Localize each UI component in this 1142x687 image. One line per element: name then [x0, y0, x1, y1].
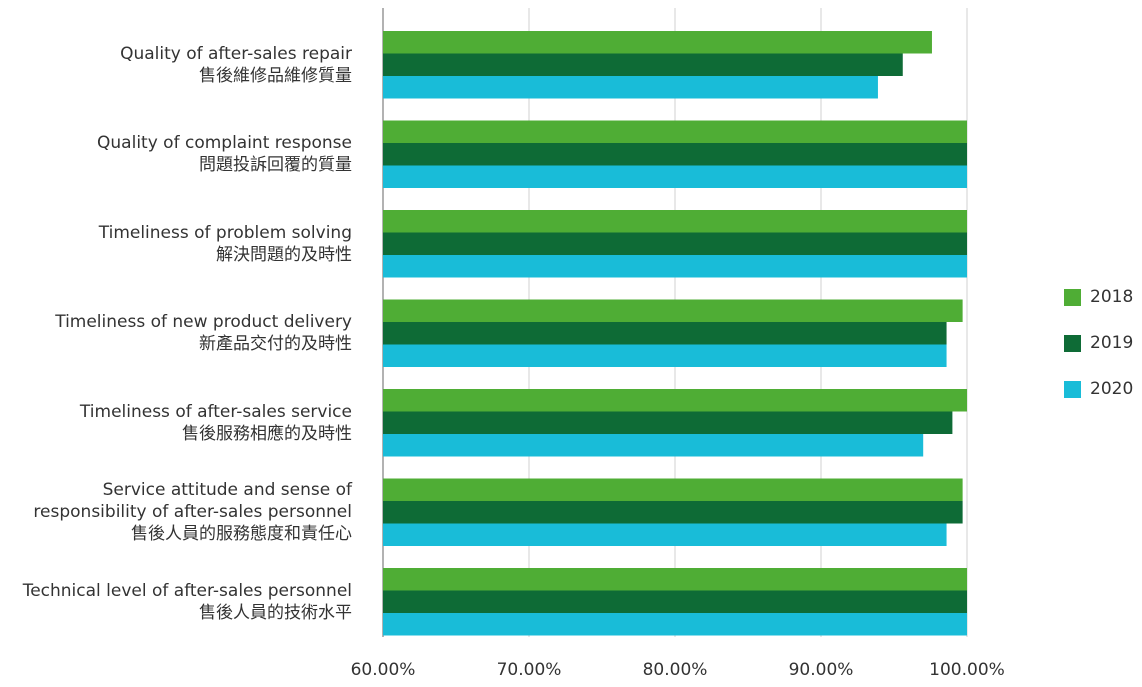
category-label-line: 售後人員的服務態度和責任心	[131, 524, 352, 545]
bar-2018	[383, 389, 967, 412]
category-label-line: 售後維修品維修質量	[199, 65, 352, 86]
legend-label: 2020	[1090, 379, 1134, 399]
bar-2018	[383, 568, 967, 591]
category-label: Service attitude and sense of responsibil…	[0, 479, 352, 545]
legend: 2018 2019 2020	[1064, 285, 1133, 423]
bar-2019	[383, 501, 963, 524]
legend-label: 2019	[1090, 333, 1134, 353]
bar-2018	[383, 478, 963, 501]
bar-2019	[383, 53, 903, 76]
bar-2020	[383, 344, 947, 367]
category-label-line: responsibility of after-sales personnel	[33, 502, 352, 523]
category-label: Timeliness of problem solving 解決問題的及時性	[0, 222, 352, 266]
bar-2020	[383, 613, 967, 636]
bar-2019	[383, 143, 967, 166]
bar-2019	[383, 322, 947, 345]
bar-2018	[383, 31, 932, 54]
category-label-line: 問題投訴回覆的質量	[199, 155, 352, 176]
category-label-line: 新產品交付的及時性	[199, 334, 352, 355]
category-label-line: Service attitude and sense of	[102, 480, 352, 501]
bar-2020	[383, 165, 967, 188]
legend-swatch	[1064, 334, 1081, 352]
x-tick-label: 90.00%	[788, 660, 854, 680]
bar-2019	[383, 590, 967, 613]
category-label-line: Timeliness of new product delivery	[55, 312, 352, 333]
bar-2019	[383, 232, 967, 255]
x-tick-label: 80.00%	[642, 660, 708, 680]
x-tick-label: 70.00%	[496, 660, 562, 680]
category-label: Timeliness of after-sales service 售後服務相應的…	[0, 401, 352, 445]
legend-label: 2018	[1090, 287, 1134, 307]
legend-item: 2019	[1064, 331, 1133, 355]
bar-2020	[383, 255, 967, 278]
x-tick-label: 100.00%	[929, 660, 1005, 680]
x-tick-label: 60.00%	[350, 660, 416, 680]
category-label: Timeliness of new product delivery 新產品交付的…	[0, 311, 352, 355]
bar-2020	[383, 434, 924, 457]
bar-2018	[383, 210, 967, 233]
bar-2019	[383, 411, 953, 434]
category-label-line: Technical level of after-sales personnel	[22, 580, 352, 601]
bar-2018	[383, 120, 967, 143]
category-label-line: Timeliness of problem solving	[98, 222, 352, 243]
category-label: Quality of complaint response 問題投訴回覆的質量	[0, 132, 352, 176]
category-label-line: 售後人員的技術水平	[199, 602, 352, 623]
legend-item: 2020	[1064, 377, 1133, 401]
category-label-line: Quality of after-sales repair	[120, 43, 352, 64]
category-label: Quality of after-sales repair 售後維修品維修質量	[0, 43, 352, 87]
category-label-line: 解決問題的及時性	[216, 244, 352, 265]
category-label-line: Timeliness of after-sales service	[79, 401, 352, 422]
bar-2018	[383, 299, 963, 322]
legend-swatch	[1064, 380, 1081, 398]
category-label-line: Quality of complaint response	[97, 133, 352, 154]
category-label-line: 售後服務相應的及時性	[182, 423, 352, 444]
bar-2020	[383, 76, 878, 99]
legend-swatch	[1064, 288, 1081, 306]
bars	[383, 31, 967, 636]
bar-2020	[383, 523, 947, 546]
legend-item: 2018	[1064, 285, 1133, 309]
category-label: Technical level of after-sales personnel…	[0, 580, 352, 624]
